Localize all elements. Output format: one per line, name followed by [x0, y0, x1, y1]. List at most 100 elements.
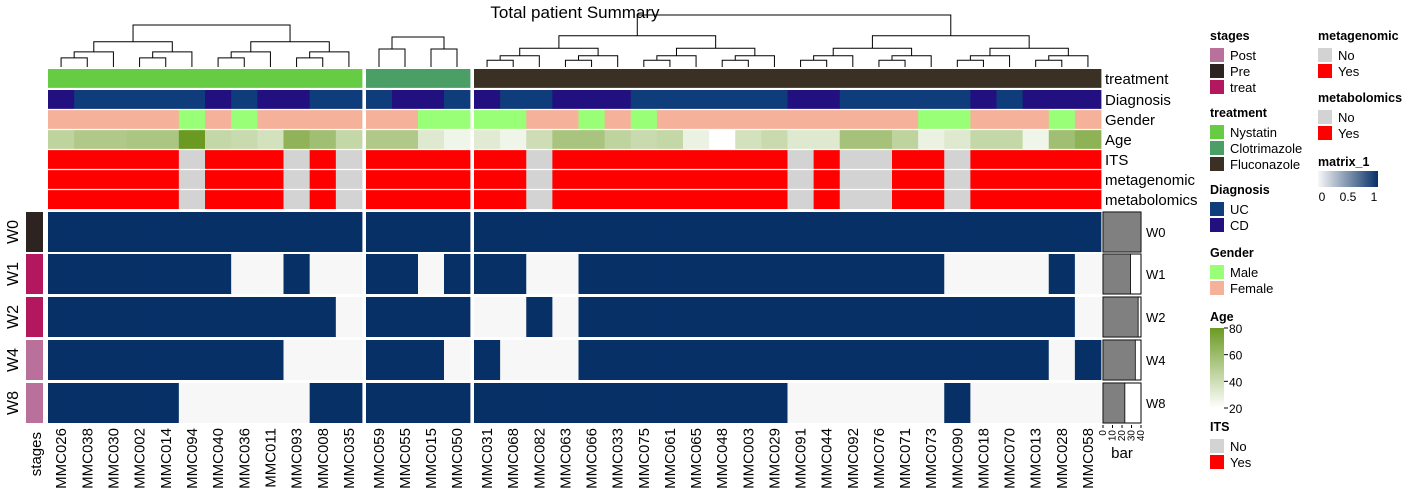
heatmap-cell — [604, 383, 632, 423]
anno-metagenomic-cell — [735, 170, 762, 189]
anno-metagenomic-cell — [474, 170, 501, 189]
anno-diagnosis-cell — [500, 90, 527, 109]
dendrogram-branch — [891, 55, 932, 67]
heatmap-cell — [366, 212, 393, 252]
anno-gender-cell — [1074, 110, 1102, 129]
heatmap-cell — [152, 254, 180, 294]
anno-its-cell — [500, 150, 527, 169]
column-label: MMC031 — [479, 428, 496, 489]
anno-its-cell — [309, 150, 337, 169]
row-stage-cell — [26, 340, 43, 380]
heatmap-cell — [366, 383, 393, 423]
column-label: MMC013 — [1028, 428, 1045, 489]
anno-metabolomics-cell — [283, 190, 311, 209]
heatmap-cell — [335, 297, 363, 337]
anno-treatment-cell — [552, 69, 579, 88]
anno-metabolomics-cell — [126, 190, 154, 209]
anno-gender-cell — [283, 110, 311, 129]
anno-age-cell — [892, 130, 919, 149]
heatmap-cell — [1074, 254, 1102, 294]
anno-metagenomic-cell — [1074, 170, 1102, 189]
legend-item-label: UC — [1230, 202, 1249, 217]
anno-diagnosis-cell — [839, 90, 867, 109]
anno-metabolomics-cell — [526, 190, 553, 209]
heatmap-cell — [578, 212, 606, 252]
bar-tick-label: 0 — [1098, 430, 1109, 436]
anno-treatment-cell — [709, 69, 736, 88]
anno-metabolomics-cell — [944, 190, 971, 209]
anno-gender-cell — [231, 110, 258, 129]
heatmap-cell — [604, 254, 632, 294]
anno-treatment-cell — [283, 69, 311, 88]
anno-gender-cell — [944, 110, 971, 129]
anno-age-cell — [630, 130, 658, 149]
legend-item-label: Fluconazole — [1230, 157, 1300, 172]
heatmap-cell — [500, 297, 527, 337]
heatmap-cell — [418, 340, 445, 380]
anno-age-cell — [257, 130, 284, 149]
heatmap-cell — [787, 383, 815, 423]
row-stage-annotation: stages — [26, 212, 45, 476]
anno-treatment-cell — [205, 69, 232, 88]
anno-age-cell — [996, 130, 1024, 149]
anno-age-cell — [918, 130, 945, 149]
anno-age-cell — [100, 130, 127, 149]
anno-its-cell — [257, 150, 284, 169]
heatmap-cell — [996, 297, 1024, 337]
anno-metagenomic-cell — [231, 170, 258, 189]
anno-treatment-cell — [604, 69, 632, 88]
anno-metabolomics-cell — [152, 190, 180, 209]
anno-its-cell — [735, 150, 762, 169]
heatmap-cell — [761, 254, 788, 294]
anno-diagnosis-cell — [74, 90, 101, 109]
anno-its-cell — [552, 150, 579, 169]
anno-its-cell — [683, 150, 710, 169]
heatmap-cell — [604, 212, 632, 252]
heatmap-cell — [787, 340, 815, 380]
dendrogram-branch — [558, 35, 717, 49]
dendrogram-branch — [139, 57, 167, 67]
anno-its-cell — [1048, 150, 1076, 169]
heatmap-cell — [257, 297, 284, 337]
matrix-colorbar-tick-label: 0 — [1319, 190, 1326, 204]
row-label-right: W8 — [1146, 396, 1166, 411]
anno-treatment-cell — [578, 69, 606, 88]
heatmap-cell — [996, 340, 1024, 380]
anno-its-cell — [231, 150, 258, 169]
heatmap-cell — [918, 212, 945, 252]
heatmap-cell — [366, 254, 393, 294]
heatmap-cell — [48, 383, 75, 423]
heatmap-cell — [761, 340, 788, 380]
heatmap-cell — [444, 340, 471, 380]
heatmap-cell — [257, 254, 284, 294]
matrix-colorbar-tick-label: 0.5 — [1340, 190, 1357, 204]
heatmap-cell — [231, 254, 258, 294]
anno-metabolomics-cell — [418, 190, 445, 209]
column-label: MMC033 — [610, 428, 627, 489]
column-label: MMC014 — [158, 428, 175, 489]
column-label: MMC030 — [105, 428, 122, 489]
bar-value — [1102, 339, 1136, 381]
anno-label-diagnosis: Diagnosis — [1105, 92, 1171, 109]
heatmap-cell — [526, 297, 553, 337]
anno-its-cell — [48, 150, 75, 169]
anno-age-cell — [335, 130, 363, 149]
legend-swatch — [1210, 281, 1224, 295]
dendrogram-branch — [813, 55, 854, 67]
heatmap-cell — [839, 297, 867, 337]
heatmap-cell — [604, 297, 632, 337]
anno-treatment-cell — [761, 69, 788, 88]
heatmap-cell — [787, 297, 815, 337]
anno-age-cell — [578, 130, 606, 149]
heatmap-cell — [178, 297, 206, 337]
anno-metagenomic-cell — [552, 170, 579, 189]
anno-gender-cell — [839, 110, 867, 129]
column-label: MMC003 — [740, 428, 757, 489]
heatmap-cell — [283, 212, 311, 252]
heatmap-cell — [283, 383, 311, 423]
row-stage-cell — [26, 254, 43, 294]
heatmap-cell — [656, 383, 684, 423]
dendrogram-branch — [878, 59, 906, 67]
legend-item-label: No — [1338, 48, 1355, 63]
